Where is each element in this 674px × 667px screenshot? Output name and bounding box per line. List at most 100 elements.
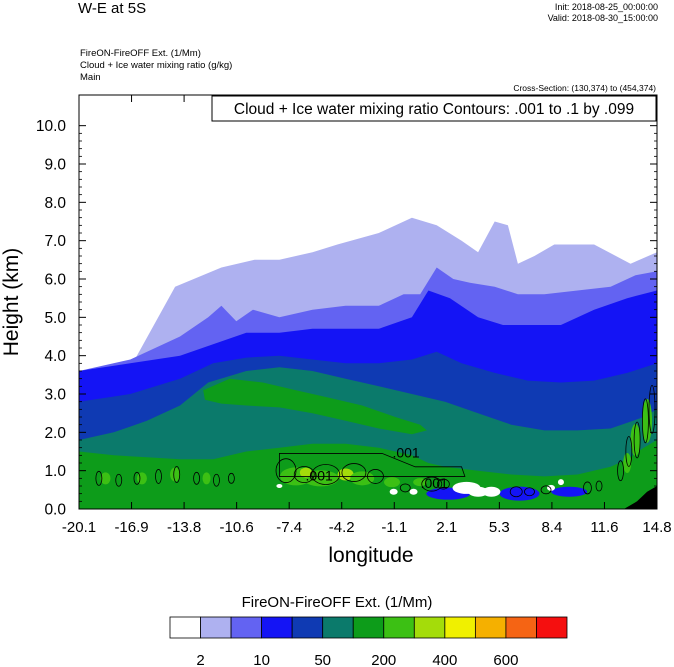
colorbar-box [536, 616, 568, 639]
x-tick-label: -4.2 [329, 519, 355, 536]
contour-label: .001 [421, 475, 448, 491]
colorbar-label: 400 [432, 652, 457, 667]
clear-air-patch [468, 486, 489, 497]
init-time: Init: 2018-08-25_00:00:00 [554, 2, 658, 12]
x-tick-label: -1.1 [381, 519, 407, 536]
contour-line [95, 470, 103, 486]
contour-lines: .001.001.001 [95, 384, 656, 498]
colorbar-box [322, 616, 354, 639]
clear-air-patch [276, 484, 283, 488]
y-tick-label: 4.0 [44, 348, 66, 365]
contour-info-box: Cloud + Ice water mixing ratio Contours:… [211, 95, 657, 122]
y-tick-label: 5.0 [44, 310, 66, 327]
contour-line [633, 421, 641, 459]
colorbar-box [413, 616, 446, 639]
field-patch [499, 486, 540, 501]
clear-air-patch [482, 486, 501, 497]
contour-line [275, 458, 297, 484]
y-tick-label: 3.0 [44, 387, 66, 404]
field-description: FireON-FireOFF Ext. (1/Mm) Cloud + Ice w… [80, 48, 232, 84]
contour-line [115, 473, 123, 487]
x-tick-label: 11.6 [590, 519, 618, 536]
contour-line [311, 464, 341, 485]
colorbar-box [505, 616, 537, 639]
contour-line [278, 453, 466, 477]
clear-air-patch [557, 479, 564, 486]
colorbar-box [261, 616, 293, 639]
colorbar-label: 50 [314, 652, 331, 667]
contour-line [540, 485, 552, 495]
cross-section-label: Cross-Section: (130,374) to (454,374) [513, 83, 656, 93]
contour-line [595, 480, 603, 492]
field-line: FireON-FireOFF Ext. (1/Mm) [80, 48, 201, 59]
clear-air-patch [389, 488, 398, 495]
x-tick-label: -13.8 [167, 519, 201, 536]
field-patch [642, 398, 653, 443]
field-patch [350, 471, 375, 486]
field-patch [551, 486, 588, 497]
colorbar-box [383, 616, 415, 639]
field-patch [100, 472, 111, 485]
y-axis-label: Height (km) [0, 248, 23, 357]
terrain [623, 486, 657, 509]
valid-time: Valid: 2018-08-30_15:00:00 [547, 13, 658, 23]
y-tick-label: 1.0 [44, 463, 66, 480]
init-valid-times: Init: 2018-08-25_00:00:00 Valid: 2018-08… [548, 2, 658, 24]
x-axis-label: longitude [328, 544, 413, 567]
contour-line [155, 469, 162, 484]
colorbar-label: 2 [196, 652, 204, 667]
field-patch [384, 477, 401, 488]
colorbar: 2 10 50 200 400 600 [169, 616, 568, 667]
contour-line [193, 471, 200, 485]
plot-title: W-E at 5S [78, 0, 147, 17]
x-tick-label: 5.3 [489, 519, 510, 536]
y-axis: 0.0 1.0 2.0 3.0 4.0 5.0 6.0 7.0 8.0 9.0 10.0 [36, 118, 657, 519]
contour-info-frame [211, 95, 657, 122]
contour-line [509, 486, 523, 498]
contour-info-text: Cloud + Ice water mixing ratio Contours:… [234, 101, 634, 118]
field-patch [202, 472, 211, 485]
field-layers [79, 95, 657, 509]
y-tick-label: 9.0 [44, 157, 66, 174]
colorbar-box [352, 616, 385, 639]
field-patch [630, 424, 641, 456]
contour-line [625, 436, 633, 467]
colorbar-box [200, 616, 232, 639]
colorbar-box [444, 616, 476, 639]
contour-line [421, 476, 443, 492]
x-axis: -20.1 -16.9 -13.8 -10.6 -7.4 -4.2 -1.1 2.1 5.3 8.… [62, 95, 672, 536]
colorbar-box [291, 616, 324, 639]
contour-line [341, 463, 367, 482]
field-patch [136, 472, 147, 485]
contour-line [213, 473, 220, 487]
x-tick-label: 2.1 [436, 519, 457, 536]
contour-line [399, 483, 411, 493]
colorbar-box [230, 616, 263, 639]
colorbar-title: FireON-FireOFF Ext. (1/Mm) [241, 594, 433, 611]
y-tick-label: 10.0 [36, 118, 67, 135]
contour-line [133, 471, 141, 485]
x-tick-label: -20.1 [62, 519, 96, 536]
x-tick-label: -16.9 [114, 519, 148, 536]
colorbar-label: 600 [493, 652, 518, 667]
contour-line [642, 398, 649, 444]
contour-line [617, 460, 624, 482]
contour-line [583, 481, 592, 495]
x-tick-label: -10.6 [220, 519, 254, 536]
field-green-tongue [203, 378, 427, 435]
colorbar-box [474, 616, 507, 639]
contour-label: .001 [306, 467, 333, 483]
contour-line [293, 466, 315, 483]
contour-line [227, 472, 235, 484]
contour-line [173, 466, 181, 483]
x-tick-label: 8.4 [541, 519, 562, 536]
y-tick-label: 6.0 [44, 272, 66, 289]
x-tick-label: 14.8 [642, 519, 671, 536]
domain-line: Main [80, 72, 101, 83]
contour-label: .001 [392, 444, 419, 460]
contour-line [524, 487, 535, 497]
clear-air-patch [409, 488, 418, 495]
x-tick-label: -7.4 [276, 519, 302, 536]
colorbar-label: 10 [253, 652, 270, 667]
y-tick-label: 2.0 [44, 425, 66, 442]
